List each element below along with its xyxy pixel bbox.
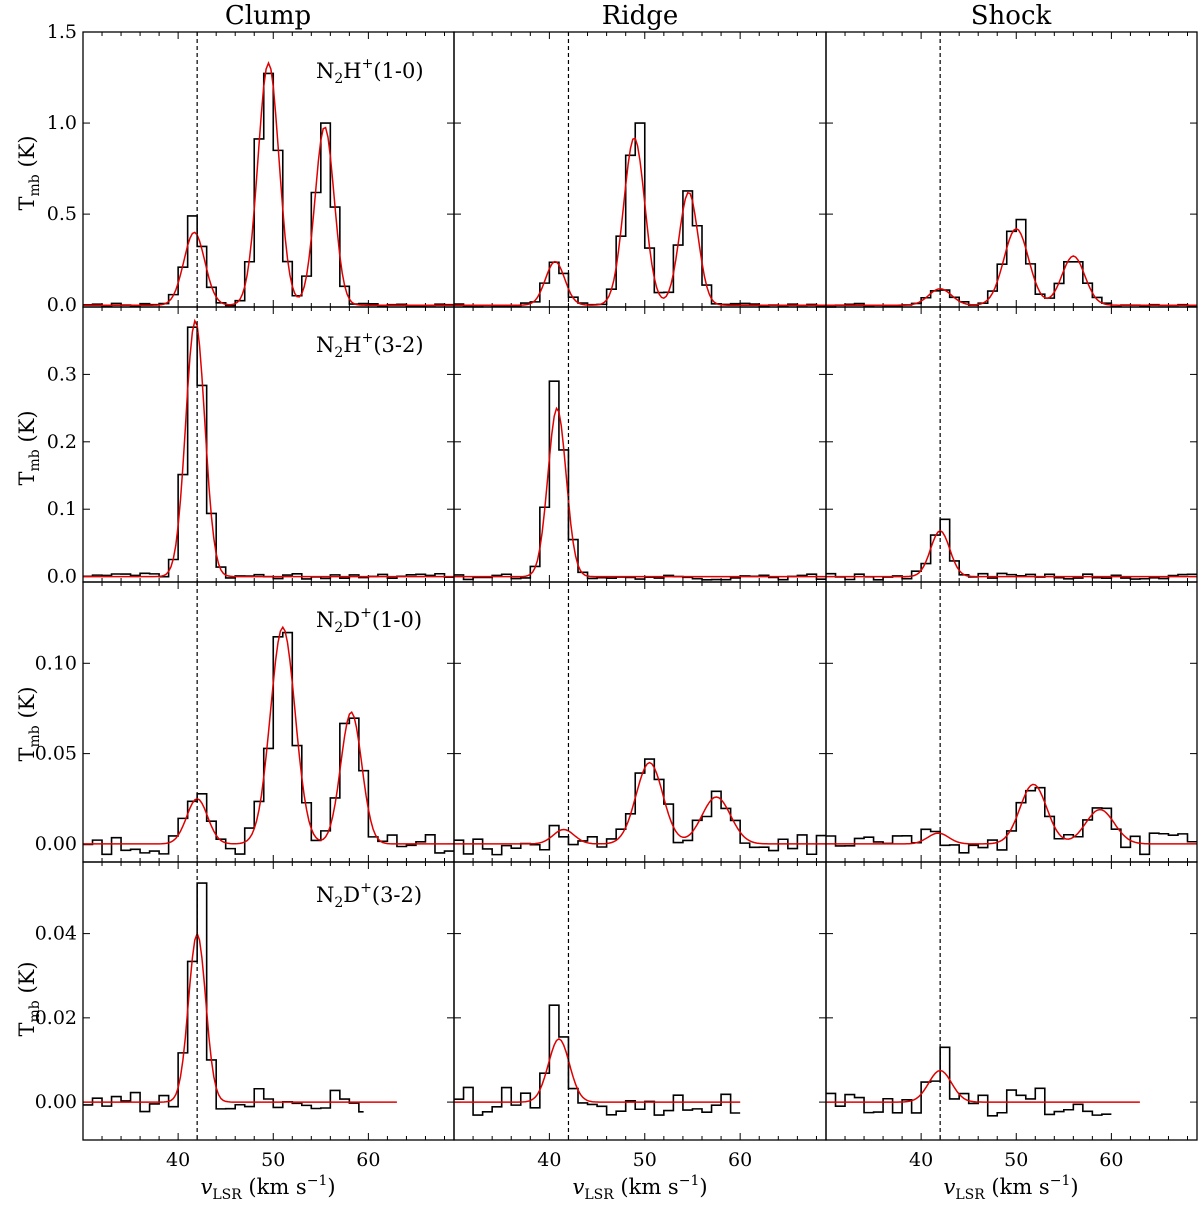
- x-tick-label-c2: 40: [537, 1149, 561, 1171]
- y-tick-label-r1-c1: 1.5: [47, 21, 77, 43]
- observed-spectrum-r4-c2: [454, 1004, 741, 1116]
- panel-frame-r2-c3: [825, 306, 1198, 583]
- y-tick-label-r3-c1: 0.05: [35, 743, 77, 765]
- observed-spectrum-r3-c2: [454, 758, 826, 856]
- x-axis-label-ridge: vLSR (km s−1): [572, 1173, 707, 1203]
- observed-spectrum-r1-c1: [83, 72, 454, 308]
- fit-model-r4-c3: [826, 1069, 1140, 1103]
- observed-spectrum-r3-c1: [83, 631, 454, 856]
- x-tick-label-c3: 50: [1004, 1149, 1028, 1171]
- fit-model-r1-c2: [454, 137, 826, 306]
- x-axis-label-shock: vLSR (km s−1): [943, 1173, 1078, 1203]
- panel-frame-r3-c2: [453, 581, 827, 863]
- y-tick-label-r2-c1: 0.1: [47, 498, 77, 520]
- observed-spectrum-r4-c1: [83, 882, 364, 1113]
- y-tick-label-r4-c1: 0.02: [35, 1007, 77, 1029]
- y-tick-label-r4-c1: 0.04: [35, 923, 77, 945]
- y-tick-label-r2-c1: 0.0: [47, 566, 77, 588]
- observed-spectrum-r4-c3: [826, 1046, 1112, 1117]
- observed-spectrum-r2-c3: [826, 518, 1197, 581]
- observed-spectrum-r1-c2: [454, 122, 826, 308]
- fit-model-r3-c1: [83, 625, 454, 845]
- line-label-n2h-1-0: N2H+(1-0): [316, 56, 424, 87]
- panels-group: 0.0 0.5 1.0 1.5 0.0 0.1 0.2 0.3 0.00 0.05 0.10 0.00…: [35, 21, 1198, 1171]
- panel-frame-r1-c2: [453, 31, 827, 308]
- y-tick-label-r3-c1: 0.00: [35, 833, 77, 855]
- x-axis-label-clump: vLSR (km s−1): [200, 1173, 335, 1203]
- x-tick-label-c1: 60: [356, 1149, 380, 1171]
- x-tick-label-c3: 40: [909, 1149, 933, 1171]
- fit-model-r1-c3: [826, 227, 1197, 306]
- observed-spectrum-r2-c1: [83, 326, 454, 580]
- panel-frame-r1-c3: [825, 31, 1198, 308]
- x-tick-label-c2: 60: [728, 1149, 752, 1171]
- panel-frame-r4-c3: [825, 861, 1198, 1141]
- y-tick-label-r2-c1: 0.2: [47, 431, 77, 453]
- fit-model-r1-c1: [83, 60, 454, 306]
- x-tick-label-c2: 50: [633, 1149, 657, 1171]
- y-tick-label-r1-c1: 0.0: [47, 294, 77, 316]
- fit-model-r3-c2: [454, 761, 826, 845]
- line-label-n2h-3-2: N2H+(3-2): [316, 330, 424, 361]
- column-title-shock: Shock: [971, 1, 1052, 31]
- panel-frame-r4-c2: [453, 861, 827, 1141]
- column-title-ridge: Ridge: [602, 1, 679, 31]
- y-axis-label-row-3: Tmb (K): [15, 686, 43, 761]
- column-title-clump: Clump: [225, 1, 311, 31]
- y-tick-label-r3-c1: 0.10: [35, 652, 77, 674]
- y-axis-label-row-4: Tmb (K): [15, 961, 43, 1036]
- y-tick-label-r2-c1: 0.3: [47, 363, 77, 385]
- fit-model-r2-c3: [826, 529, 1197, 578]
- fit-model-r3-c3: [826, 783, 1197, 845]
- panel-frame-r2-c2: [453, 306, 827, 583]
- fit-model-r4-c1: [83, 931, 397, 1103]
- fit-model-r2-c1: [83, 318, 454, 578]
- observed-spectrum-r2-c2: [454, 380, 826, 581]
- x-tick-label-c1: 50: [261, 1149, 285, 1171]
- x-tick-label-c1: 40: [166, 1149, 190, 1171]
- fit-model-r2-c2: [454, 406, 826, 578]
- panel-frame-r3-c3: [825, 581, 1198, 863]
- y-axis-label-row-1: Tmb (K): [15, 135, 43, 210]
- line-label-n2d-3-2: N2D+(3-2): [316, 880, 422, 911]
- fit-model-r4-c2: [454, 1037, 741, 1103]
- y-tick-label-r1-c1: 1.0: [47, 112, 77, 134]
- y-tick-label-r1-c1: 0.5: [47, 203, 77, 225]
- line-label-n2d-1-0: N2D+(1-0): [316, 605, 422, 636]
- y-axis-label-row-2: Tmb (K): [15, 410, 43, 485]
- y-tick-label-r4-c1: 0.00: [35, 1091, 77, 1113]
- x-tick-label-c3: 60: [1099, 1149, 1123, 1171]
